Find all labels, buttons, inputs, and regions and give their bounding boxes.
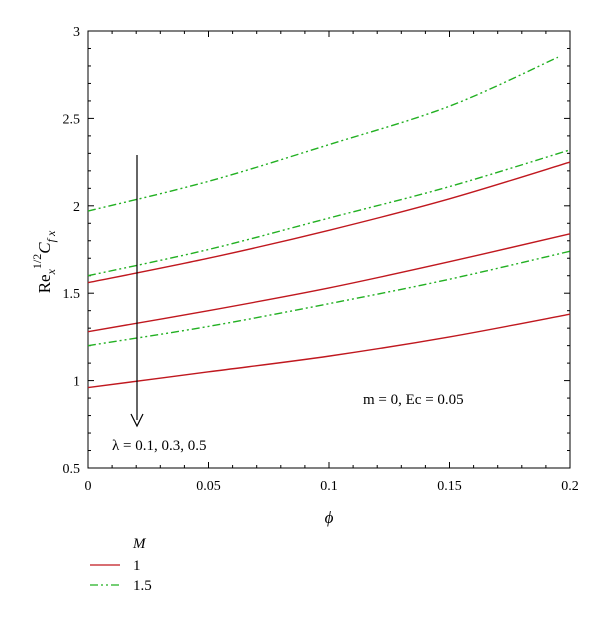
legend-label-m15: 1.5 xyxy=(133,578,152,594)
x-tick-label: 0.05 xyxy=(196,479,221,494)
series-line-m15-4 xyxy=(87,149,571,277)
series-line-m15-3 xyxy=(87,56,559,212)
y-tick-label: 3 xyxy=(73,25,80,40)
series-line-m1-1 xyxy=(87,233,571,333)
y-tick-label: 1 xyxy=(73,375,80,390)
x-tick-label: 0 xyxy=(85,479,92,494)
series-line-m1-2 xyxy=(87,313,571,389)
plot-frame xyxy=(87,30,571,469)
legend-title: M xyxy=(132,536,147,552)
axis-ticks: 0 0.05 0.1 0.15 0.2 0.5 1 1.5 2 2.5 3 xyxy=(63,25,579,494)
y-tick-label: 2 xyxy=(73,200,80,215)
legend: M 1 1.5 xyxy=(90,536,152,594)
x-axis-title: ϕ xyxy=(325,508,334,527)
y-tick-label: 0.5 xyxy=(63,462,81,477)
x-tick-label: 0.2 xyxy=(561,479,579,494)
params-annotation: m = 0, Ec = 0.05 xyxy=(363,392,464,408)
series-line-m1-0 xyxy=(87,161,571,284)
x-tick-label: 0.15 xyxy=(437,479,462,494)
lambda-arrow-head xyxy=(130,413,144,428)
y-tick-label: 1.5 xyxy=(63,287,81,302)
series-line-m15-5 xyxy=(87,250,571,347)
legend-label-m1: 1 xyxy=(133,558,141,574)
lambda-annotation: λ = 0.1, 0.3, 0.5 xyxy=(112,438,206,454)
x-tick-label: 0.1 xyxy=(320,479,338,494)
series-lines xyxy=(87,56,571,389)
y-axis-title: Rex1/2Cf x xyxy=(30,230,58,293)
y-tick-label: 2.5 xyxy=(63,112,81,127)
